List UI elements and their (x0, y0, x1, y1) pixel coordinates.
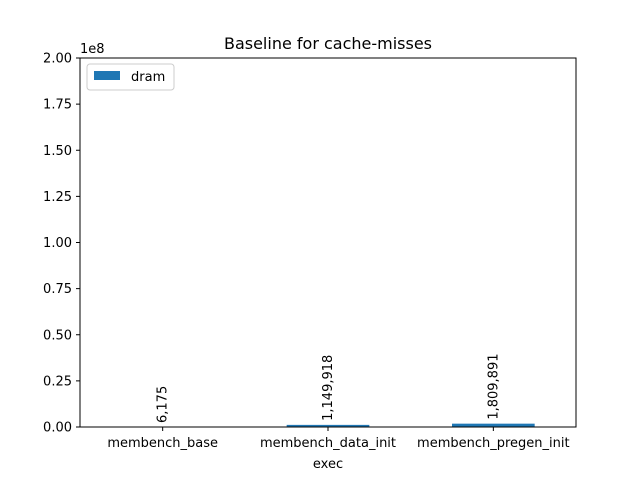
legend-swatch-dram (94, 71, 120, 80)
chart-title: Baseline for cache-misses (224, 34, 432, 53)
plot-area: 6,175 membench_base 1,149,918 membench_data… (43, 52, 576, 452)
data-label-1: 6,175 (156, 386, 171, 423)
data-label-2: 1,149,918 (321, 355, 336, 421)
y-tick-label-4: 0.75 (43, 282, 72, 297)
x-tick-label-2: membench_data_init (260, 436, 396, 451)
y-tick-label-5: 1.00 (43, 236, 72, 251)
legend-label-dram: dram (131, 70, 165, 85)
y-tick-label-7: 1.50 (43, 144, 72, 159)
y-tick-label-8: 1.75 (43, 98, 72, 113)
x-tick-label-1: membench_base (107, 436, 218, 451)
x-axis-label: exec (313, 457, 343, 472)
bar-3 (452, 424, 535, 427)
x-tick-label-3: membench_pregen_init (417, 436, 570, 451)
y-tick-label-2: 0.25 (43, 374, 72, 389)
y-offset-label: 1e8 (80, 42, 105, 57)
data-label-3: 1,809,891 (486, 353, 501, 419)
y-tick-label-6: 1.25 (43, 190, 72, 205)
y-tick-label-1: 0.00 (43, 421, 72, 436)
y-tick-label-3: 0.50 (43, 328, 72, 343)
legend: dram (87, 64, 174, 90)
y-tick-label-9: 2.00 (43, 52, 72, 67)
